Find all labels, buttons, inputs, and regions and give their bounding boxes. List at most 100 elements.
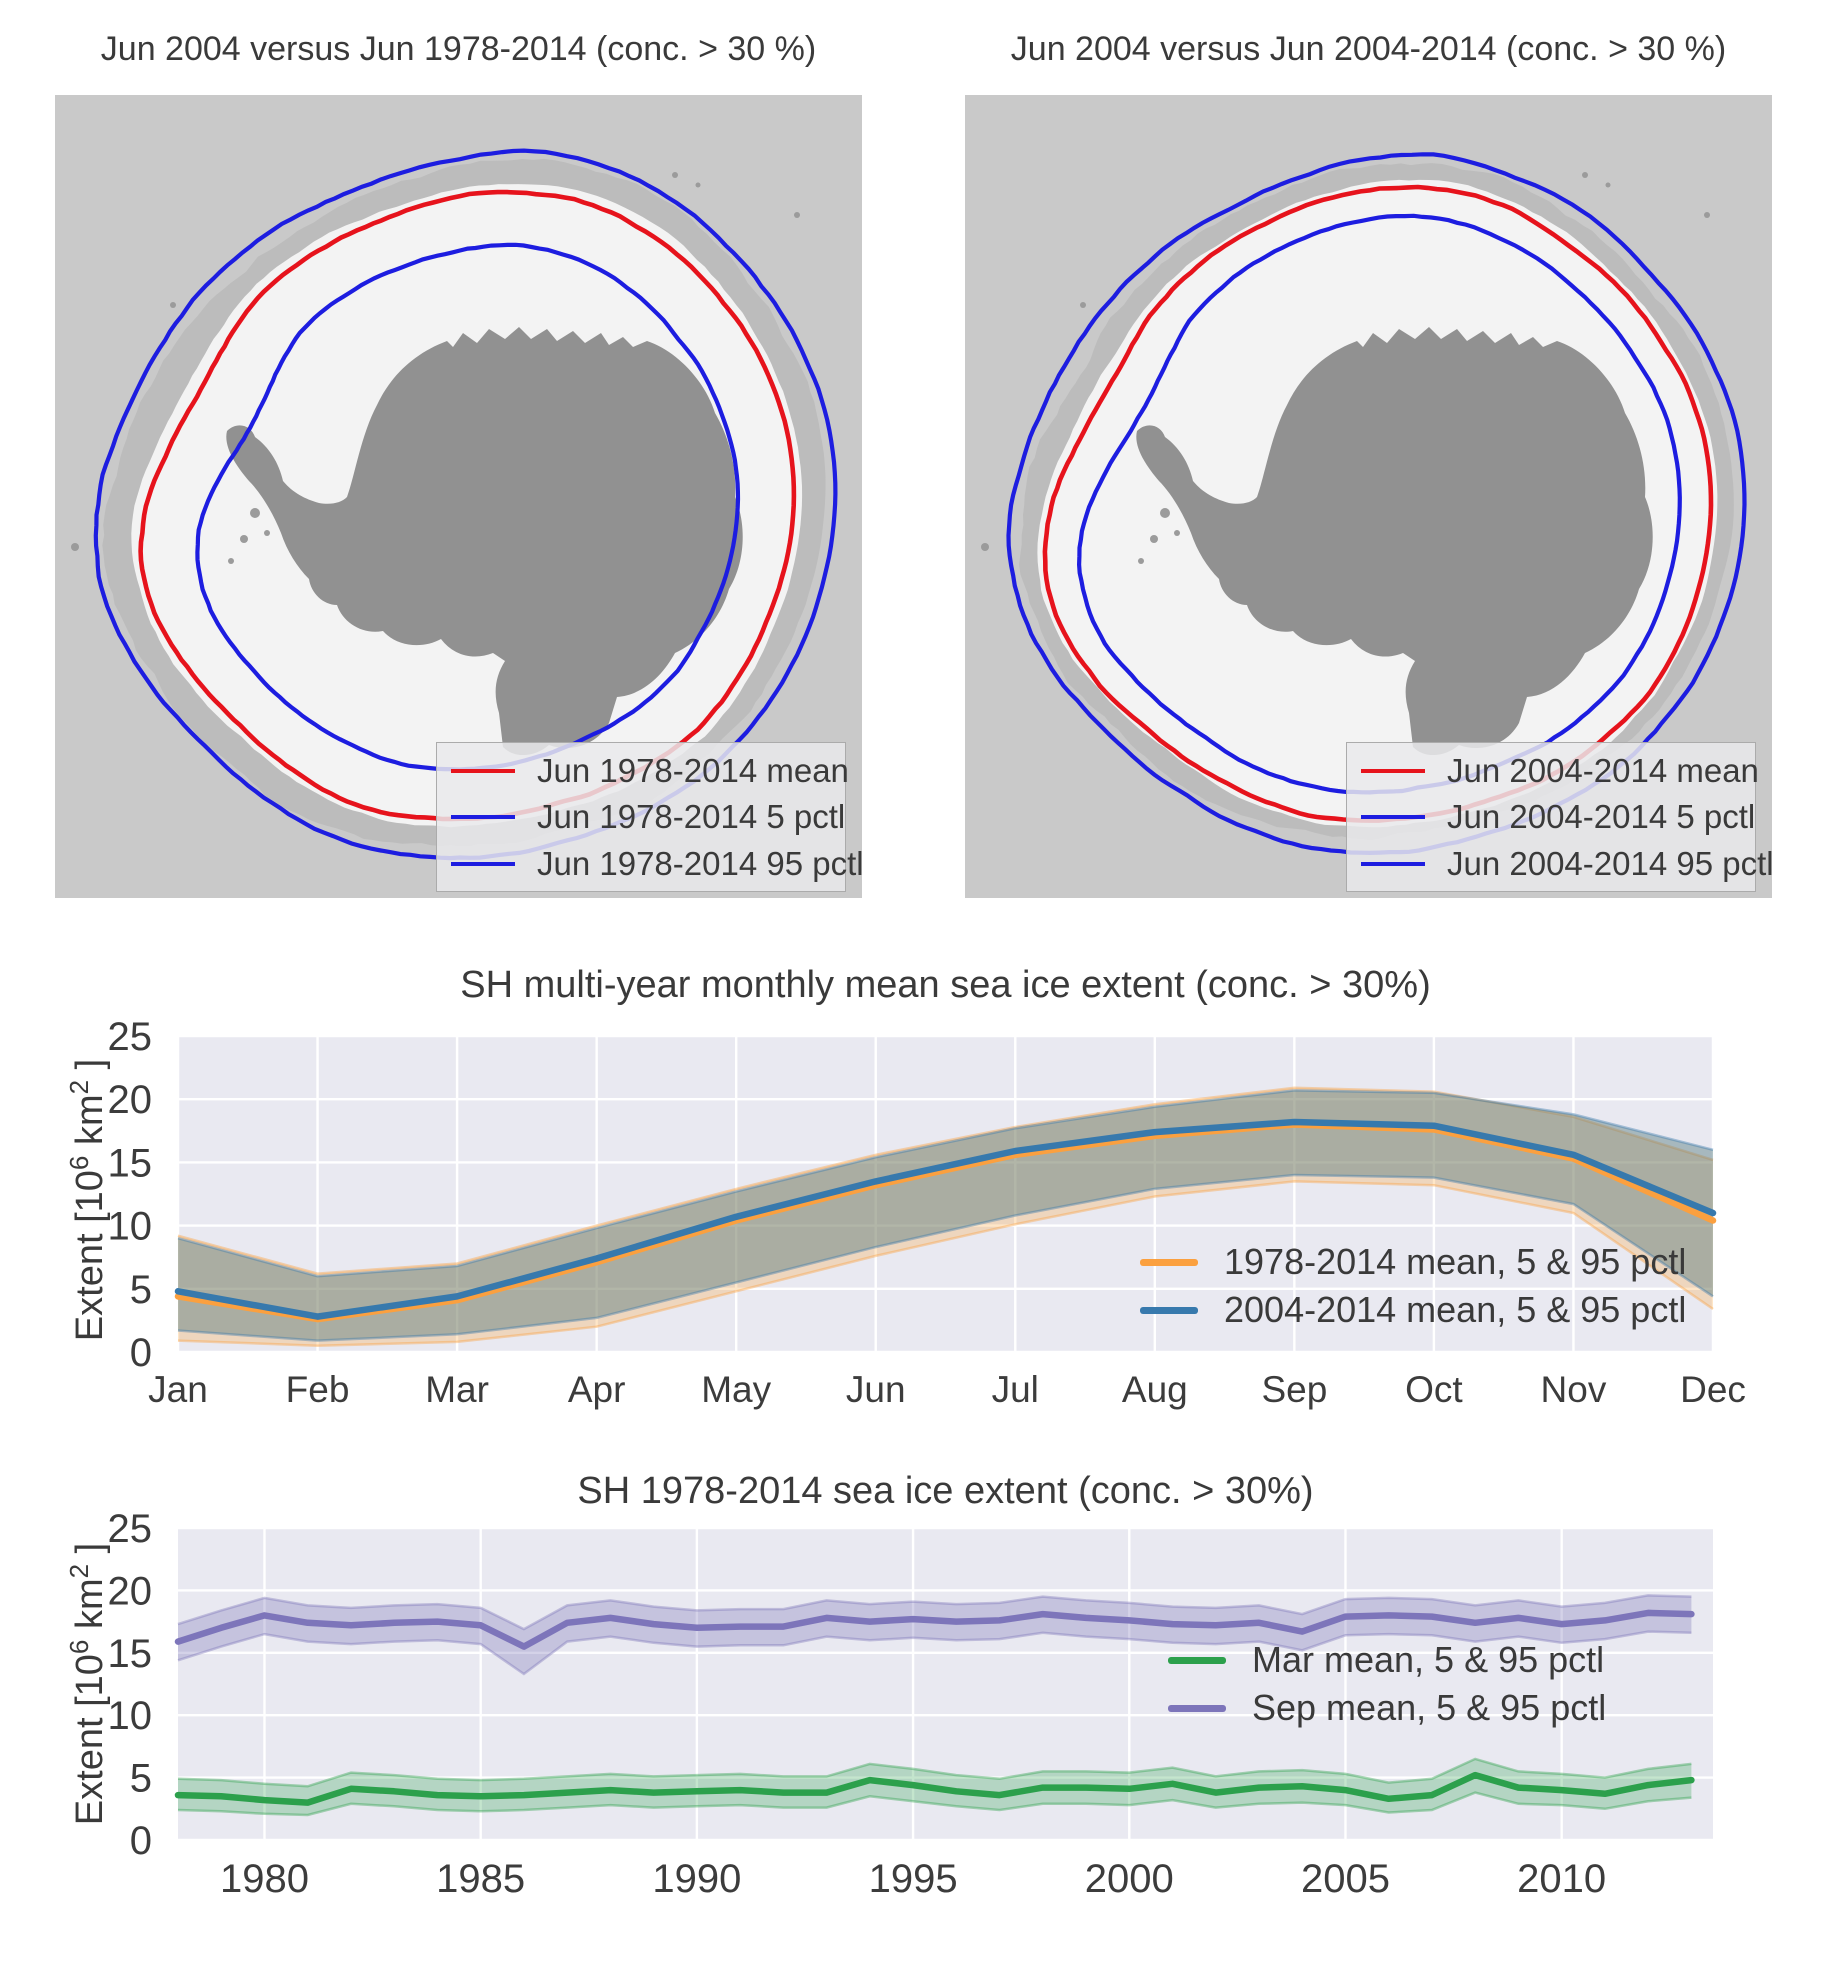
y-tick-label: 15 — [108, 1141, 153, 1185]
series-2004-swatch — [1140, 1306, 1198, 1314]
yearly-extent-chart-figure: SH 1978-2014 sea ice extent (conc. > 30%… — [0, 1456, 1824, 1956]
left-map-title: Jun 2004 versus Jun 1978-2014 (conc. > 3… — [100, 30, 817, 68]
island — [1582, 172, 1588, 178]
legend-label: Sep mean, 5 & 95 pctl — [1252, 1687, 1607, 1728]
y-axis-label: Extent [106 km2 ] — [64, 1542, 111, 1826]
contour-5pctl — [195, 242, 741, 772]
p5-line — [177, 1173, 1714, 1342]
legend-row: Mar mean, 5 & 95 pctl — [1168, 1636, 1606, 1684]
percentile-band — [178, 1087, 1713, 1346]
p95-line — [177, 1757, 1692, 1788]
mean-line-swatch — [1361, 768, 1425, 773]
x-tick-label: Aug — [1122, 1369, 1188, 1410]
y-tick-label: 5 — [130, 1757, 152, 1801]
pctl5-line-swatch — [451, 815, 515, 819]
island — [264, 530, 270, 536]
left-map-canvas — [55, 95, 862, 898]
series-1978-swatch — [1140, 1258, 1198, 1266]
x-tick-label: Mar — [425, 1369, 489, 1410]
antarctica-landmass — [1136, 327, 1653, 756]
mean-line — [174, 1771, 1695, 1806]
island — [1704, 212, 1710, 218]
percentile-band — [178, 1090, 1713, 1341]
x-tick-label: Jan — [148, 1369, 208, 1410]
legend-label: 2004-2014 mean, 5 & 95 pctl — [1224, 1289, 1687, 1330]
percentile-band — [178, 1595, 1692, 1674]
y-tick-label: 20 — [108, 1078, 153, 1122]
x-tick-label: 1980 — [220, 1857, 309, 1901]
chart-legend: Mar mean, 5 & 95 pctl Sep mean, 5 & 95 p… — [1168, 1636, 1606, 1732]
y-tick-label: 5 — [130, 1268, 152, 1312]
x-tick-label: Apr — [568, 1369, 626, 1410]
legend-label: Jun 1978-2014 95 pctl — [537, 844, 864, 882]
x-tick-label: Sep — [1261, 1369, 1327, 1410]
monthly-extent-chart-figure: SH multi-year monthly mean sea ice exten… — [0, 956, 1824, 1456]
legend-label: 1978-2014 mean, 5 & 95 pctl — [1224, 1241, 1687, 1282]
legend-row: Jun 2004-2014 5 pctl — [1361, 798, 1755, 836]
island — [794, 212, 800, 218]
x-tick-label: Jul — [992, 1369, 1039, 1410]
y-tick-label: 25 — [108, 1507, 153, 1551]
x-tick-label: Oct — [1405, 1369, 1463, 1410]
chart-title: SH multi-year monthly mean sea ice exten… — [460, 964, 1431, 1006]
x-tick-label: Nov — [1541, 1369, 1607, 1410]
y-tick-label: 0 — [130, 1819, 152, 1863]
p5-line — [177, 1791, 1692, 1817]
right-map-legend: Jun 2004-2014 mean Jun 2004-2014 5 pctl … — [1346, 742, 1774, 892]
island — [228, 558, 234, 564]
p5-line — [177, 1180, 1714, 1347]
legend-row: 1978-2014 mean, 5 & 95 pctl — [1140, 1238, 1686, 1286]
mean-line — [174, 1118, 1717, 1320]
legend-row: Jun 1978-2014 95 pctl — [451, 845, 864, 883]
left-map-figure: Jun 1978-2014 mean Jun 1978-2014 5 pctl … — [55, 95, 864, 898]
x-tick-label: Feb — [286, 1369, 350, 1410]
right-map-canvas — [965, 95, 1772, 898]
pctl95-line-swatch — [451, 861, 515, 866]
mean-line — [174, 1609, 1695, 1650]
island — [1138, 558, 1144, 564]
island — [672, 172, 678, 178]
x-tick-label: May — [701, 1369, 771, 1410]
chart-title: SH 1978-2014 sea ice extent (conc. > 30%… — [577, 1470, 1314, 1512]
yearly-extent-plot: 0 5 10 15 20 25 1980 1985 1990 1995 2000 2005 2010 — [108, 1507, 1713, 1901]
p5-line — [177, 1630, 1692, 1676]
legend-row: Jun 1978-2014 5 pctl — [451, 798, 845, 836]
right-map-title: Jun 2004 versus Jun 2004-2014 (conc. > 3… — [1010, 30, 1727, 68]
p95-line — [177, 1089, 1714, 1278]
island — [1160, 508, 1170, 518]
legend-row: Jun 2004-2014 mean — [1361, 752, 1759, 790]
legend-row: Sep mean, 5 & 95 pctl — [1168, 1684, 1606, 1732]
x-tick-label: 2005 — [1301, 1857, 1390, 1901]
y-tick-label: 25 — [108, 1015, 153, 1059]
island — [1150, 535, 1158, 543]
mean-line-swatch — [451, 768, 515, 773]
legend-row: Jun 1978-2014 mean — [451, 752, 849, 790]
y-tick-label: 0 — [130, 1331, 152, 1375]
island — [1174, 530, 1180, 536]
legend-label: Jun 2004-2014 mean — [1447, 751, 1759, 789]
chart-legend: 1978-2014 mean, 5 & 95 pctl 2004-2014 me… — [1140, 1238, 1686, 1334]
p95-line — [177, 1594, 1692, 1631]
legend-row: 2004-2014 mean, 5 & 95 pctl — [1140, 1286, 1686, 1334]
x-tick-label: 1995 — [869, 1857, 958, 1901]
antarctica-landmass — [226, 327, 743, 756]
island — [250, 508, 260, 518]
p95-line — [177, 1086, 1714, 1275]
x-tick-label: Dec — [1680, 1369, 1746, 1410]
pctl5-line-swatch — [1361, 815, 1425, 819]
x-tick-label: 2000 — [1085, 1857, 1174, 1901]
island — [71, 543, 79, 551]
legend-label: Mar mean, 5 & 95 pctl — [1252, 1639, 1605, 1680]
island — [695, 182, 701, 188]
x-tick-label: 2010 — [1517, 1857, 1606, 1901]
legend-label: Jun 1978-2014 mean — [537, 751, 849, 789]
y-tick-label: 20 — [108, 1569, 153, 1613]
y-tick-label: 15 — [108, 1632, 153, 1676]
x-tick-label: Jun — [846, 1369, 906, 1410]
x-tick-label: 1985 — [436, 1857, 525, 1901]
y-axis-label: Extent [106 km2 ] — [64, 1058, 111, 1342]
sep-series-swatch — [1168, 1704, 1226, 1712]
island — [170, 302, 176, 308]
y-tick-label: 10 — [108, 1694, 153, 1738]
island — [240, 535, 248, 543]
